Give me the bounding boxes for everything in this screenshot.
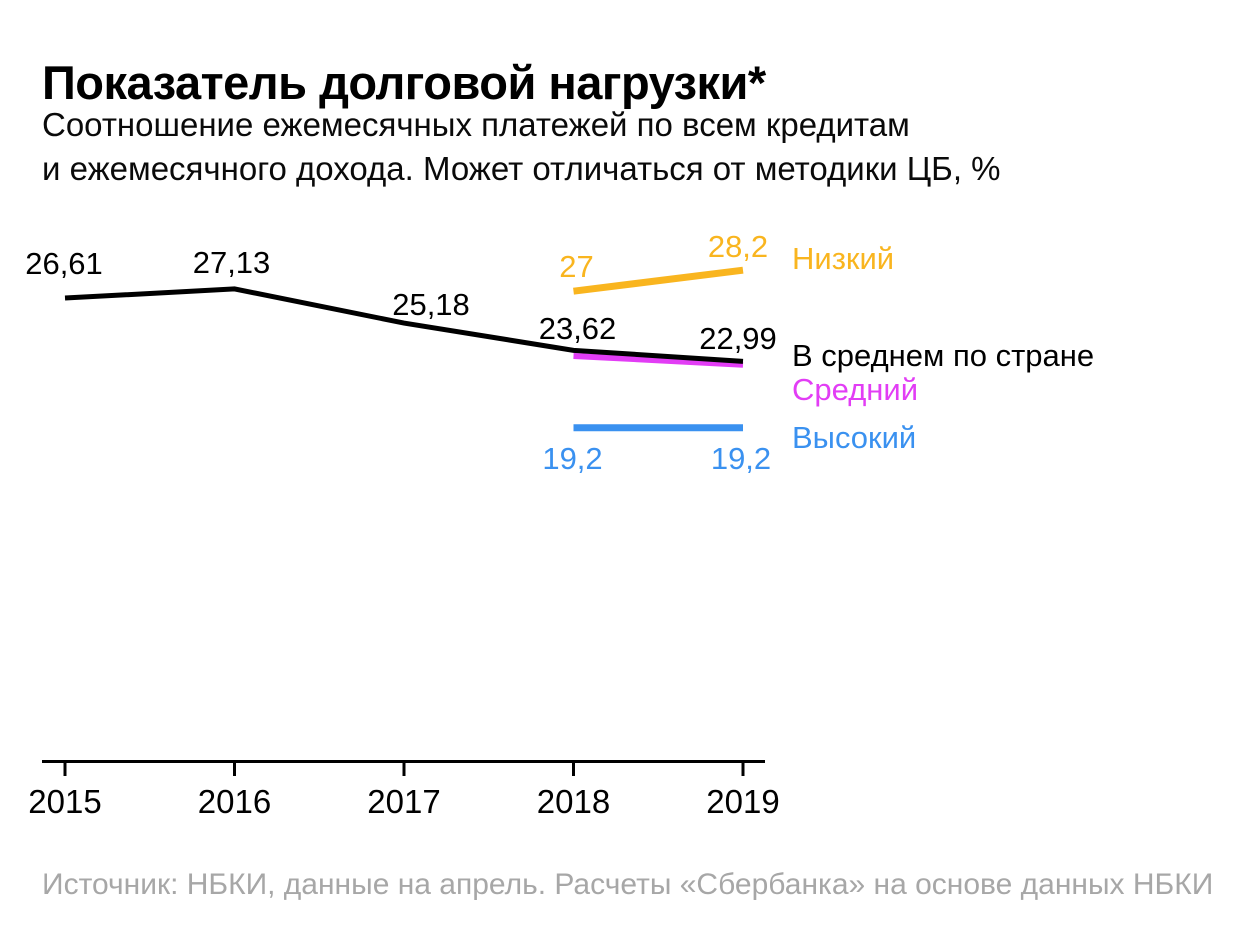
legend-item-medium: Средний: [792, 372, 919, 407]
chart-subtitle: Соотношение ежемесячных платежей по всем…: [42, 103, 1001, 191]
series-line-0: [64, 286, 744, 364]
legend-item-country-average: В среднем по стране: [792, 338, 1095, 373]
chart-subtitle-line2: и ежемесячного дохода. Может отличаться …: [42, 150, 1001, 187]
chart-subtitle-line1: Соотношение ежемесячных платежей по всем…: [42, 106, 910, 143]
source-note: Источник: НБКИ, данные на апрель. Расчет…: [42, 868, 1214, 901]
legend-item-high: Высокий: [792, 420, 917, 455]
series-line-1: [573, 266, 744, 295]
series-line-2: [573, 352, 744, 368]
legend-item-low: Низкий: [792, 241, 895, 276]
chart-title: Показатель долговой нагрузки*: [42, 56, 766, 110]
